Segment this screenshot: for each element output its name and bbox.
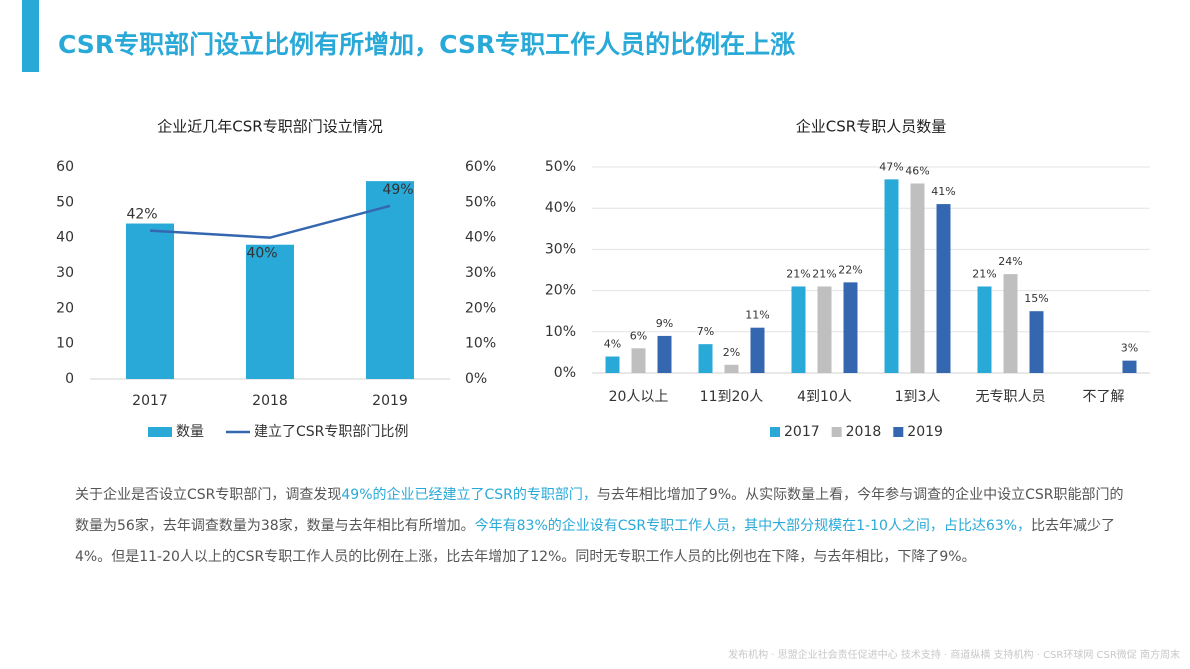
y2-tick-label: 40% [465, 230, 496, 246]
y-tick-label: 10% [545, 324, 576, 340]
value-label: 41% [931, 185, 955, 198]
bar [884, 179, 899, 373]
bar [936, 204, 951, 373]
value-label: 2% [723, 346, 740, 359]
bar [750, 327, 765, 373]
value-label: 40% [246, 246, 277, 262]
value-label: 15% [1024, 292, 1048, 305]
body-text: 关于企业是否设立CSR专职部门，调查发现49%的企业已经建立了CSR的专职部门，… [75, 480, 1125, 573]
bar [1122, 360, 1137, 373]
slide-title: CSR专职部门设立比例有所增加，CSR专职工作人员的比例在上涨 [58, 30, 795, 59]
body-segment: 49%的企业已经建立了CSR的专职部门， [341, 487, 597, 503]
body-segment: 关于企业是否设立CSR专职部门，调查发现 [75, 487, 342, 503]
legend-swatch [893, 427, 904, 437]
y2-tick-label: 30% [465, 265, 496, 281]
y-tick-label: 0 [65, 371, 74, 387]
y2-tick-label: 50% [465, 194, 496, 210]
y2-tick-label: 10% [465, 336, 496, 352]
bar [791, 286, 806, 373]
value-label: 46% [905, 164, 929, 177]
legend-swatch [770, 427, 780, 437]
x-tick-label: 20人以上 [609, 389, 669, 405]
value-label: 21% [786, 267, 810, 280]
y-tick-label: 50 [56, 194, 74, 210]
y-tick-label: 40% [545, 200, 576, 216]
x-tick-label: 无专职人员 [976, 389, 1046, 405]
y-tick-label: 60 [56, 159, 74, 175]
value-label: 21% [812, 267, 836, 280]
body-segment: 比去年减少了4%。但是11-20人以上的CSR专职工作人员的比例在上涨，比去年增… [75, 518, 1116, 565]
value-label: 24% [998, 255, 1022, 268]
y2-tick-label: 20% [465, 300, 496, 316]
bar [657, 335, 672, 373]
legend-swatch [831, 427, 842, 437]
value-label: 3% [1121, 342, 1138, 355]
x-tick-label: 2017 [132, 393, 168, 409]
bar [910, 183, 925, 373]
value-label: 21% [972, 267, 996, 280]
bar [631, 348, 646, 373]
x-tick-label: 1到3人 [895, 389, 941, 405]
body-segment: 与去年相比增加了9%。从实际数量上看，今年参与调查的企业中设立CSR职能部门的数… [75, 487, 1124, 534]
y-tick-label: 30 [56, 265, 74, 281]
y-tick-label: 0% [554, 365, 576, 381]
x-tick-label: 不了解 [1083, 389, 1125, 405]
bar [366, 181, 414, 379]
body-segment: 今年有83%的企业设有CSR专职工作人员，其中大部分规模在1-10人之间，占比达… [474, 518, 1032, 534]
y-tick-label: 10 [56, 336, 74, 352]
footer: 发布机构 · 思盟企业社会责任促进中心 技术支持 · 商道纵横 支持机构 · C… [728, 648, 1180, 661]
x-tick-label: 11到20人 [700, 389, 764, 405]
value-label: 4% [604, 338, 621, 351]
y2-tick-label: 60% [465, 159, 496, 175]
value-label: 7% [697, 325, 714, 338]
x-tick-label: 2019 [372, 393, 408, 409]
legend-label: 建立了CSR专职部门比例 [254, 424, 408, 440]
legend-label: 数量 [176, 424, 204, 440]
bar [246, 244, 294, 379]
legend-label: 2018 [846, 424, 882, 440]
bar [1029, 311, 1044, 373]
value-label: 42% [126, 207, 157, 223]
y-tick-label: 50% [545, 159, 576, 175]
bar [605, 356, 620, 373]
bar [977, 286, 992, 373]
y-tick-label: 30% [545, 241, 576, 257]
bar [724, 364, 739, 373]
chart-title: 企业近几年CSR专职部门设立情况 [157, 118, 382, 136]
y-tick-label: 40 [56, 230, 74, 246]
x-tick-label: 2018 [252, 393, 288, 409]
value-label: 11% [745, 309, 769, 322]
value-label: 22% [838, 263, 862, 276]
legend-label: 2017 [784, 424, 820, 440]
bar [843, 282, 858, 373]
chart-title: 企业CSR专职人员数量 [796, 118, 946, 136]
y-tick-label: 20% [545, 283, 576, 299]
header-bar [22, 0, 39, 72]
value-label: 9% [656, 317, 673, 330]
legend-swatch [148, 427, 172, 437]
bar [698, 344, 713, 373]
y-tick-label: 20 [56, 300, 74, 316]
value-label: 49% [382, 182, 413, 198]
line [149, 204, 391, 239]
value-label: 47% [879, 160, 903, 173]
x-tick-label: 4到10人 [797, 389, 852, 405]
y2-tick-label: 0% [465, 371, 487, 387]
bar [126, 223, 174, 379]
legend-label: 2019 [907, 424, 943, 440]
bar [1003, 274, 1018, 373]
value-label: 6% [630, 329, 647, 342]
bar [817, 286, 832, 373]
